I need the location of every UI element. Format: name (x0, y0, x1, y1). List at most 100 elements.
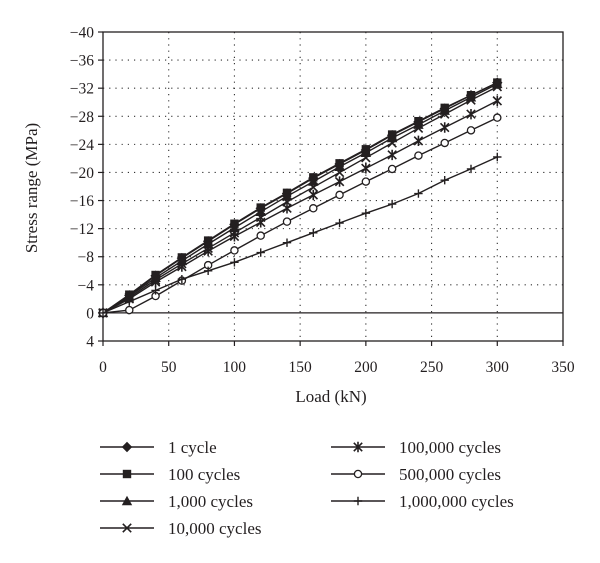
y-tick-label: −8 (78, 249, 95, 266)
data-point-circle (309, 204, 318, 213)
y-tick-label: 4 (86, 334, 94, 351)
data-point-x (308, 182, 319, 192)
data-point-plus (309, 228, 318, 238)
data-point-circle (440, 138, 449, 148)
series-line (102, 86, 498, 314)
data-point-triangle (121, 495, 133, 506)
series-line (102, 100, 498, 314)
data-point-circle (414, 151, 423, 160)
legend-item: 1,000 cycles (100, 492, 253, 511)
data-point-circle (230, 246, 239, 255)
x-tick-label: 150 (289, 359, 313, 376)
series-line (102, 81, 498, 314)
data-point-asterisk (255, 217, 266, 228)
chart-axes (98, 31, 564, 346)
data-point-triangle (255, 206, 266, 216)
data-point-asterisk (466, 108, 476, 120)
data-point-x (334, 167, 345, 178)
data-point-plus (282, 238, 292, 247)
legend-label: 500,000 cycles (399, 465, 501, 484)
data-point-circle (361, 177, 371, 186)
legend-label: 10,000 cycles (168, 519, 261, 538)
y-tick-label: −4 (78, 277, 95, 294)
legend-label: 100,000 cycles (399, 438, 501, 457)
data-point-circle (256, 231, 265, 240)
data-point-asterisk (177, 261, 187, 272)
data-point-triangle (492, 78, 503, 89)
data-point-circle (335, 190, 344, 200)
legend-label: 100 cycles (168, 465, 240, 484)
data-point-triangle (334, 161, 345, 172)
data-point-asterisk (413, 135, 424, 147)
legend-label: 1 cycle (168, 438, 217, 457)
series-line (102, 156, 498, 314)
data-point-diamond (121, 441, 133, 453)
data-point-x (466, 95, 476, 105)
x-tick-label: 350 (551, 359, 575, 376)
data-point-triangle (281, 191, 293, 201)
data-point-x (439, 109, 450, 119)
x-tick-label: 200 (354, 359, 378, 376)
x-tick-label: 50 (161, 359, 177, 376)
x-tick-label: 100 (223, 359, 247, 376)
y-tick-label: −36 (70, 53, 94, 70)
data-point-plus (387, 199, 397, 209)
x-axis-label: Load (kN) (295, 387, 366, 406)
x-tick-label: 300 (486, 359, 510, 376)
data-point-asterisk (353, 441, 363, 453)
y-tick-label: −28 (70, 109, 94, 126)
data-point-x (361, 152, 371, 163)
data-point-plus (361, 208, 371, 218)
data-point-plus (466, 164, 476, 174)
data-point-circle (387, 164, 397, 174)
data-point-circle (493, 113, 502, 122)
y-tick-label: −40 (70, 25, 94, 42)
series-group (98, 95, 503, 319)
legend-label: 1,000 cycles (168, 492, 253, 511)
y-tick-label: −12 (70, 221, 94, 238)
legend-item: 1,000,000 cycles (331, 492, 514, 511)
data-point-plus (335, 218, 344, 228)
data-point-asterisk (334, 176, 345, 187)
legend-item: 100,000 cycles (331, 438, 501, 457)
y-axis-label: Stress range (MPa) (22, 123, 41, 253)
data-point-circle (353, 469, 363, 479)
data-point-asterisk (229, 231, 240, 242)
data-point-circle (125, 305, 134, 315)
series-line (102, 83, 498, 314)
data-point-asterisk (308, 189, 319, 201)
data-point-plus (203, 266, 213, 275)
x-tick-label: 250 (420, 359, 444, 376)
series-group (97, 78, 503, 318)
data-point-asterisk (387, 149, 397, 161)
data-point-x (413, 123, 424, 133)
legend: 1 cycle 100 cycles 1,000 cycles 10,000 cycl… (100, 438, 514, 538)
data-point-plus (98, 308, 108, 318)
legend-item: 1 cycle (100, 438, 217, 457)
y-tick-label: −24 (70, 137, 94, 154)
data-point-plus (230, 258, 239, 267)
series-group (98, 152, 502, 318)
data-point-plus (353, 496, 363, 506)
y-tick-label: −32 (70, 81, 94, 98)
data-point-x (492, 82, 503, 92)
data-point-asterisk (361, 163, 371, 174)
data-point-asterisk (492, 95, 503, 107)
data-point-x (122, 523, 132, 533)
legend-item: 10,000 cycles (100, 519, 261, 538)
data-point-plus (177, 275, 187, 284)
data-point-plus (440, 175, 449, 185)
data-point-plus (414, 189, 423, 198)
series-group (98, 113, 502, 318)
grid-lines (103, 32, 563, 341)
plot-frame (102, 31, 564, 342)
legend-item: 500,000 cycles (331, 465, 501, 484)
data-point-circle (282, 217, 292, 226)
data-point-circle (466, 126, 476, 135)
y-tick-label: −16 (70, 193, 94, 210)
data-point-asterisk (150, 276, 161, 288)
data-point-plus (256, 248, 265, 257)
y-tick-label: 0 (86, 305, 94, 322)
data-point-plus (493, 152, 502, 162)
